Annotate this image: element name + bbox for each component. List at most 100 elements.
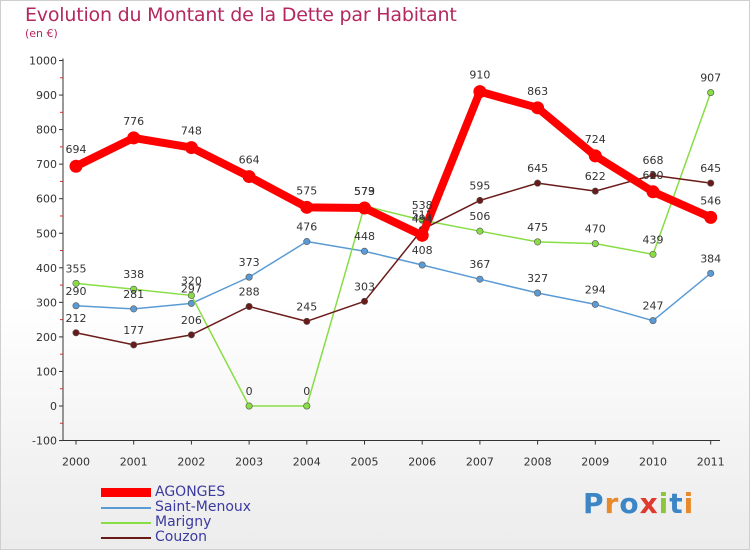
- data-label: 439: [643, 233, 664, 246]
- data-label: 0: [246, 385, 253, 398]
- x-tick-label: 2003: [235, 456, 263, 469]
- legend-label: Marigny: [155, 514, 212, 530]
- data-point: [534, 289, 542, 297]
- x-tick-label: 2004: [293, 456, 321, 469]
- x-tick-label: 2002: [177, 456, 205, 469]
- proxiti-logo: Proxiti: [583, 487, 695, 520]
- data-point: [127, 131, 141, 145]
- data-label: 724: [585, 133, 606, 146]
- data-label: 546: [700, 194, 721, 207]
- data-label: 476: [296, 221, 317, 234]
- data-point: [473, 85, 487, 99]
- data-label: 645: [700, 162, 721, 175]
- data-point: [591, 187, 599, 195]
- x-tick-label: 2001: [120, 456, 148, 469]
- data-point: [245, 302, 253, 310]
- data-point: [707, 179, 715, 187]
- data-point: [245, 273, 253, 281]
- data-label: 281: [123, 288, 144, 301]
- data-point: [415, 228, 429, 242]
- data-point: [476, 275, 484, 283]
- data-label: 622: [585, 170, 606, 183]
- data-label: 338: [123, 268, 144, 281]
- y-tick-label: 800: [36, 124, 57, 137]
- series-layer: [69, 85, 718, 410]
- y-tick-label: -100: [32, 435, 57, 448]
- data-label: 863: [527, 85, 548, 98]
- data-point: [300, 200, 314, 214]
- data-label: 910: [469, 69, 490, 82]
- data-label: 470: [585, 223, 606, 236]
- legend-item: Marigny: [101, 515, 251, 530]
- legend-label: Saint-Menoux: [155, 499, 252, 515]
- data-point: [187, 291, 195, 299]
- x-tick-label: 2008: [524, 456, 552, 469]
- data-point: [649, 317, 657, 325]
- data-point: [187, 299, 195, 307]
- axes-layer: -100010020030040050060070080090010002000…: [29, 55, 725, 469]
- legend-item: Saint-Menoux: [101, 500, 251, 515]
- chart-subtitle: (en €): [25, 27, 58, 40]
- data-point: [130, 341, 138, 349]
- legend: AGONGES Saint-Menoux Marigny Couzon: [101, 485, 251, 545]
- data-label: 408: [412, 244, 433, 257]
- x-tick-label: 2000: [62, 456, 90, 469]
- data-point: [704, 210, 718, 224]
- data-label: 245: [296, 300, 317, 313]
- data-point: [646, 185, 660, 199]
- y-tick-label: 200: [36, 331, 57, 344]
- y-tick-label: 700: [36, 158, 57, 171]
- y-tick-label: 500: [36, 227, 57, 240]
- data-label: 303: [354, 280, 375, 293]
- data-point: [707, 89, 715, 97]
- data-point: [534, 238, 542, 246]
- data-label: 247: [643, 300, 664, 313]
- y-tick-label: 100: [36, 365, 57, 378]
- data-point: [649, 171, 657, 179]
- data-label: 538: [412, 199, 433, 212]
- x-tick-label: 2006: [408, 456, 436, 469]
- y-tick-label: 400: [36, 262, 57, 275]
- data-label: 355: [66, 262, 87, 275]
- data-label: 776: [123, 115, 144, 128]
- legend-item: Couzon: [101, 530, 251, 545]
- data-point: [245, 402, 253, 410]
- data-point: [72, 279, 80, 287]
- data-point: [591, 240, 599, 248]
- x-tick-label: 2011: [697, 456, 725, 469]
- legend-swatch: [101, 488, 151, 497]
- data-label: 373: [239, 256, 260, 269]
- data-point: [534, 179, 542, 187]
- y-tick-label: 600: [36, 193, 57, 206]
- data-label: 320: [181, 274, 202, 287]
- data-label: 384: [700, 252, 721, 265]
- legend-item: AGONGES: [101, 485, 251, 500]
- data-point: [591, 300, 599, 308]
- data-point: [303, 317, 311, 325]
- series-line-marigny: [75, 91, 712, 407]
- data-label: 907: [700, 72, 721, 85]
- x-tick-label: 2009: [581, 456, 609, 469]
- data-label: 575: [296, 184, 317, 197]
- legend-swatch: [101, 521, 151, 524]
- data-point: [130, 305, 138, 313]
- data-point: [130, 285, 138, 293]
- data-point: [358, 201, 371, 215]
- data-point: [184, 141, 198, 155]
- data-label: 288: [239, 285, 260, 298]
- legend-label: Couzon: [155, 529, 208, 545]
- data-point: [649, 250, 657, 258]
- data-point: [360, 247, 368, 255]
- y-tick-label: 1000: [29, 55, 57, 68]
- data-label: 573: [354, 185, 375, 198]
- y-tick-label: 900: [36, 89, 57, 102]
- data-label: 668: [643, 154, 664, 167]
- legend-label: AGONGES: [155, 484, 226, 500]
- data-point: [588, 149, 602, 163]
- data-label: 177: [123, 324, 144, 337]
- legend-swatch: [101, 506, 151, 509]
- series-line-agonges: [72, 87, 715, 240]
- data-point: [72, 302, 80, 310]
- data-point: [69, 159, 83, 173]
